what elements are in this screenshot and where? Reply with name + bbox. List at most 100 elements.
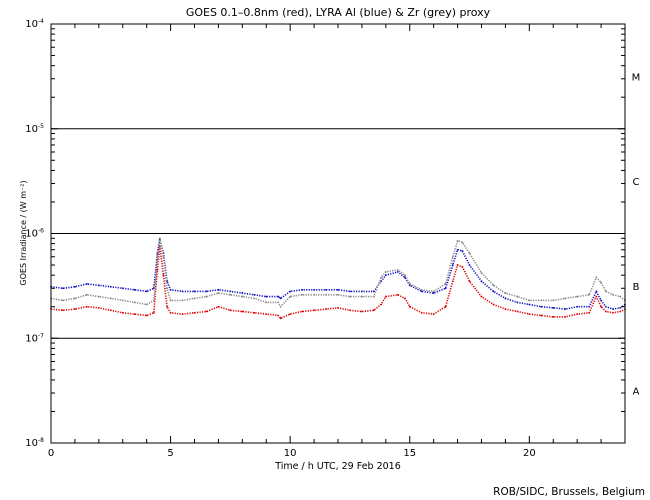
series-point-2 [85, 293, 88, 296]
series-point-2 [420, 288, 423, 291]
series-point-1 [229, 290, 232, 293]
series-point-2 [121, 299, 124, 302]
series-point-0 [420, 311, 423, 314]
series-point-1 [588, 305, 591, 308]
series-point-0 [528, 313, 531, 316]
series-point-0 [85, 305, 88, 308]
series-point-2 [528, 299, 531, 302]
series-point-0 [461, 265, 464, 268]
series-point-1 [265, 295, 268, 298]
series-point-2 [162, 255, 165, 258]
series-point-1 [133, 288, 136, 291]
series-point-1 [492, 290, 495, 293]
series-point-2 [600, 281, 602, 284]
series-point-2 [169, 299, 172, 302]
series-point-0 [217, 305, 220, 308]
series-point-2 [461, 241, 464, 244]
series-point-1 [612, 308, 614, 310]
x-axis-ticks: 0 5 10 15 20 [48, 24, 626, 459]
series-point-0 [444, 305, 447, 308]
series-point-2 [193, 297, 196, 300]
series-point-1 [349, 290, 351, 293]
series-point-2 [404, 274, 406, 277]
series-point-2 [349, 295, 351, 298]
series-point-2 [444, 283, 447, 285]
series-point-1 [279, 297, 282, 300]
series-point-0 [253, 311, 256, 314]
series-point-1 [444, 287, 447, 290]
series-point-1 [121, 287, 124, 290]
series-point-2 [265, 301, 268, 304]
series-point-2 [380, 276, 382, 279]
series-point-2 [619, 295, 622, 298]
series-point-0 [166, 305, 168, 308]
x-axis-label: Time / h UTC, 29 Feb 2016 [274, 461, 401, 472]
series-point-0 [408, 305, 411, 308]
series-point-0 [361, 310, 363, 313]
series-point-0 [612, 311, 614, 314]
series-point-2 [217, 292, 220, 294]
series-point-0 [152, 311, 155, 314]
series-point-0 [277, 314, 280, 317]
series-point-0 [169, 311, 172, 314]
series-point-2 [205, 295, 208, 298]
series-point-0 [396, 293, 399, 296]
series-point-0 [301, 310, 304, 313]
series-point-0 [588, 311, 591, 314]
series-point-2 [74, 297, 76, 300]
series-point-0 [181, 313, 184, 316]
series-point-1 [361, 290, 363, 293]
series-point-1 [595, 290, 598, 293]
y-axis-ticks: 10-4 10-5 10-6 10-7 10-8 [25, 18, 625, 449]
series-point-1 [241, 292, 244, 294]
series-point-1 [432, 292, 435, 294]
series-point-0 [121, 311, 124, 314]
series-point-2 [289, 295, 292, 298]
series-point-2 [325, 293, 327, 296]
series-point-0 [337, 306, 339, 309]
series-point-2 [156, 255, 159, 258]
series-point-1 [253, 293, 256, 296]
series-point-1 [456, 248, 459, 251]
series-point-2 [504, 292, 507, 294]
series-point-1 [468, 264, 471, 266]
series-point-2 [408, 283, 411, 285]
series-point-1 [504, 297, 507, 300]
series-point-0 [145, 314, 148, 317]
series-point-1 [451, 264, 454, 266]
series-point-1 [604, 305, 607, 308]
series-line-1 [50, 238, 626, 310]
series-point-0 [456, 264, 459, 266]
series-point-1 [516, 301, 519, 304]
series-point-2 [279, 305, 282, 308]
series-point-0 [516, 310, 519, 313]
series-point-2 [604, 290, 607, 293]
series-layer [50, 237, 626, 320]
x-tick-label: 10 [284, 448, 297, 459]
y-tick-label: 10-5 [25, 123, 44, 135]
series-point-1 [217, 288, 220, 291]
series-point-1 [313, 288, 315, 291]
series-point-2 [468, 252, 471, 254]
series-point-1 [193, 290, 196, 293]
class-label: A [633, 387, 640, 398]
series-point-2 [253, 297, 256, 300]
y-tick-label: 10-7 [25, 332, 44, 344]
series-point-1 [600, 299, 602, 302]
x-tick-label: 0 [48, 448, 54, 459]
series-point-1 [289, 290, 292, 293]
flare-class-labels: M C B A [632, 72, 641, 397]
series-point-0 [595, 295, 598, 298]
series-point-0 [97, 306, 100, 309]
series-point-0 [313, 309, 315, 312]
series-point-2 [145, 303, 148, 306]
series-point-2 [588, 293, 591, 296]
series-point-1 [301, 288, 304, 291]
series-point-1 [277, 295, 280, 298]
series-point-2 [109, 297, 112, 300]
series-point-2 [456, 239, 459, 242]
series-point-2 [241, 295, 244, 298]
series-point-0 [468, 280, 471, 283]
series-point-0 [205, 310, 208, 313]
y-tick-label: 10-4 [25, 18, 44, 30]
